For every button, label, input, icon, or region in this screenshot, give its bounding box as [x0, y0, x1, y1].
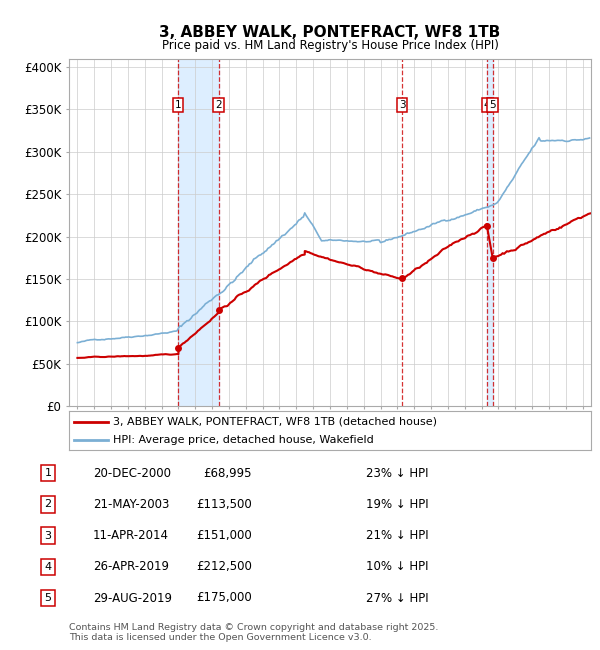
Text: £68,995: £68,995 [203, 467, 252, 480]
Text: 4: 4 [44, 562, 52, 572]
Text: 21-MAY-2003: 21-MAY-2003 [93, 498, 169, 511]
Text: £212,500: £212,500 [196, 560, 252, 573]
Text: 1: 1 [175, 100, 181, 110]
Text: 10% ↓ HPI: 10% ↓ HPI [366, 560, 428, 573]
Text: 5: 5 [44, 593, 52, 603]
Text: 27% ↓ HPI: 27% ↓ HPI [366, 592, 428, 604]
Text: 23% ↓ HPI: 23% ↓ HPI [366, 467, 428, 480]
Text: 11-APR-2014: 11-APR-2014 [93, 529, 169, 542]
Text: Price paid vs. HM Land Registry's House Price Index (HPI): Price paid vs. HM Land Registry's House … [161, 39, 499, 52]
Bar [487, 58, 493, 406]
Text: £151,000: £151,000 [196, 529, 252, 542]
Text: 2: 2 [44, 499, 52, 510]
Text: 20-DEC-2000: 20-DEC-2000 [93, 467, 171, 480]
Text: 3, ABBEY WALK, PONTEFRACT, WF8 1TB: 3, ABBEY WALK, PONTEFRACT, WF8 1TB [160, 25, 500, 40]
Text: 3: 3 [44, 530, 52, 541]
Text: 29-AUG-2019: 29-AUG-2019 [93, 592, 172, 604]
Text: 3, ABBEY WALK, PONTEFRACT, WF8 1TB (detached house): 3, ABBEY WALK, PONTEFRACT, WF8 1TB (deta… [113, 417, 437, 426]
Text: 5: 5 [490, 100, 496, 110]
Text: 1: 1 [44, 468, 52, 478]
Text: 4: 4 [484, 100, 490, 110]
Text: £175,000: £175,000 [196, 592, 252, 604]
Bar [178, 58, 218, 406]
Text: 26-APR-2019: 26-APR-2019 [93, 560, 169, 573]
Text: HPI: Average price, detached house, Wakefield: HPI: Average price, detached house, Wake… [113, 435, 374, 445]
Text: 2: 2 [215, 100, 222, 110]
Text: Contains HM Land Registry data © Crown copyright and database right 2025.
This d: Contains HM Land Registry data © Crown c… [69, 623, 439, 642]
Text: £113,500: £113,500 [196, 498, 252, 511]
Text: 3: 3 [399, 100, 406, 110]
Text: 21% ↓ HPI: 21% ↓ HPI [366, 529, 428, 542]
Text: 19% ↓ HPI: 19% ↓ HPI [366, 498, 428, 511]
